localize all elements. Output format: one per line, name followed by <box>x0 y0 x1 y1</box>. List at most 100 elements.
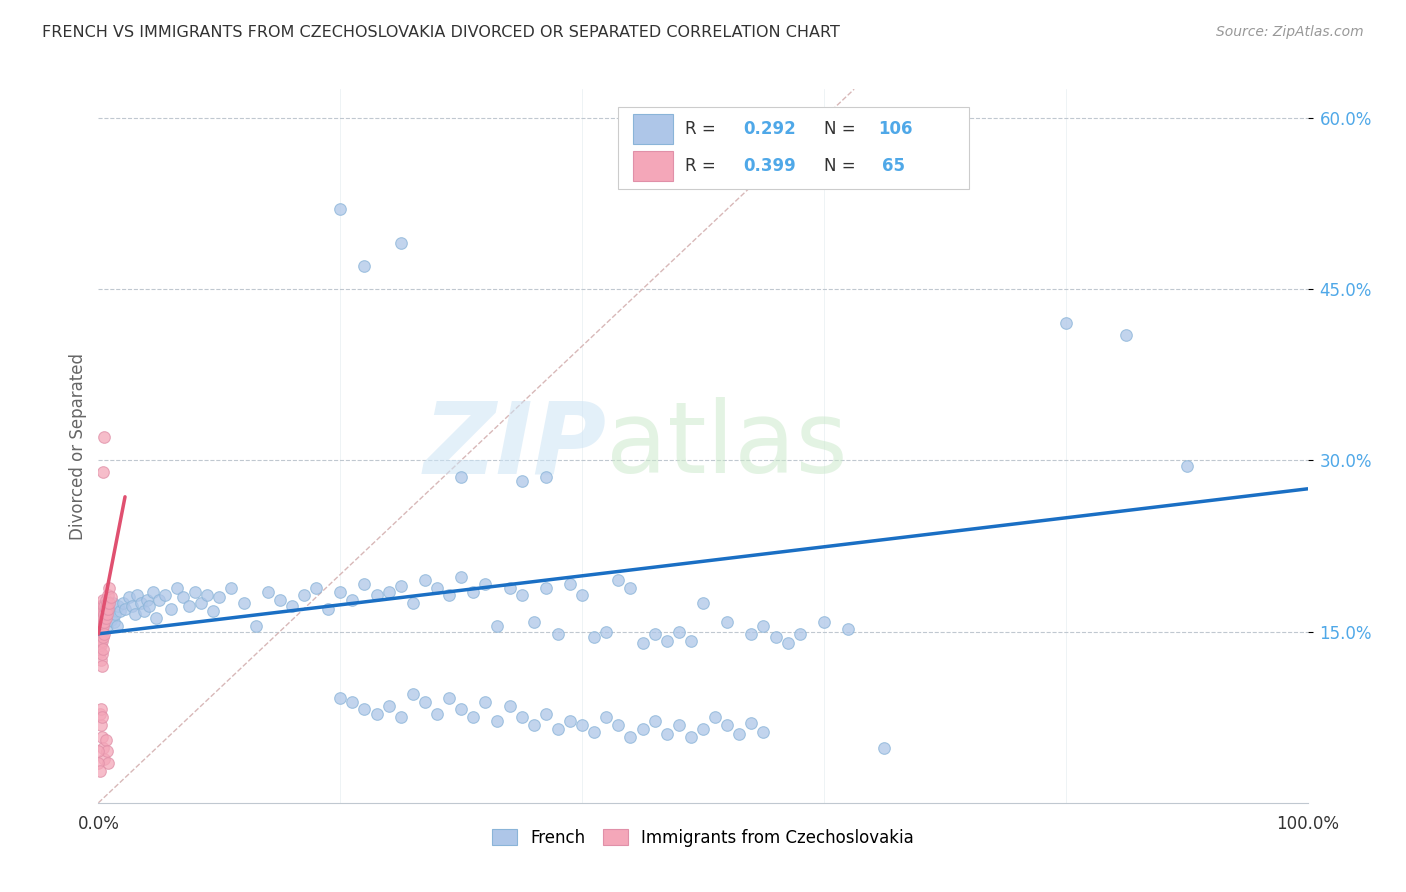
Point <box>498 581 520 595</box>
Point <box>142 584 165 599</box>
Point <box>202 604 225 618</box>
Text: 106: 106 <box>879 120 912 138</box>
Point <box>1175 458 1198 473</box>
Point <box>1115 327 1137 342</box>
Point <box>195 588 218 602</box>
Point <box>740 627 762 641</box>
Point <box>377 584 399 599</box>
Point <box>692 722 714 736</box>
Point <box>90 624 112 639</box>
Point <box>486 619 509 633</box>
Point <box>184 584 207 599</box>
Point <box>87 638 110 652</box>
Point <box>704 710 727 724</box>
Point <box>523 615 546 630</box>
Point <box>668 624 690 639</box>
Point <box>91 633 114 648</box>
Point <box>329 690 352 705</box>
Point <box>93 752 115 766</box>
Point <box>474 576 496 591</box>
Point <box>353 702 375 716</box>
Point <box>134 604 156 618</box>
Point <box>96 596 118 610</box>
Point <box>101 596 124 610</box>
Point <box>498 698 520 713</box>
Point <box>655 633 678 648</box>
Point <box>90 718 112 732</box>
Point <box>426 706 449 721</box>
Point <box>89 633 111 648</box>
Point <box>1054 316 1077 330</box>
Point <box>595 710 617 724</box>
Point <box>172 591 194 605</box>
Text: R =: R = <box>685 157 721 175</box>
Point <box>94 611 117 625</box>
Point <box>366 706 388 721</box>
Point <box>89 619 111 633</box>
Point <box>221 581 243 595</box>
Point <box>631 722 654 736</box>
Point <box>91 622 114 636</box>
Point <box>752 725 775 739</box>
Point <box>89 607 111 622</box>
Point <box>389 710 412 724</box>
Point <box>837 622 859 636</box>
Point <box>728 727 751 741</box>
Point <box>668 718 690 732</box>
Point <box>87 627 110 641</box>
Point <box>208 591 231 605</box>
Point <box>87 619 110 633</box>
Point <box>692 596 714 610</box>
Point <box>631 636 654 650</box>
Point <box>93 615 115 630</box>
Point <box>342 695 364 709</box>
Point <box>87 624 110 639</box>
Point <box>353 259 375 273</box>
Text: R =: R = <box>685 120 721 138</box>
Point <box>450 470 472 484</box>
Point <box>98 596 121 610</box>
Point <box>232 596 254 610</box>
Point <box>534 470 557 484</box>
Point <box>91 658 114 673</box>
Point <box>679 730 702 744</box>
Point <box>89 627 111 641</box>
Point <box>145 611 167 625</box>
Point <box>87 611 110 625</box>
Point <box>90 638 112 652</box>
Point <box>716 615 738 630</box>
Point <box>366 588 388 602</box>
Point <box>583 630 606 644</box>
Point <box>91 741 114 756</box>
Point <box>148 592 170 607</box>
Point <box>523 718 546 732</box>
Point <box>153 588 176 602</box>
Point <box>96 607 118 622</box>
Point <box>510 710 533 724</box>
Point <box>245 619 267 633</box>
Point <box>93 430 115 444</box>
Text: FRENCH VS IMMIGRANTS FROM CZECHOSLOVAKIA DIVORCED OR SEPARATED CORRELATION CHART: FRENCH VS IMMIGRANTS FROM CZECHOSLOVAKIA… <box>42 25 839 40</box>
Point <box>91 710 114 724</box>
Point <box>87 633 110 648</box>
Point <box>547 722 569 736</box>
Point <box>413 573 436 587</box>
Point <box>426 581 449 595</box>
Point <box>752 619 775 633</box>
Point <box>90 619 112 633</box>
Legend: French, Immigrants from Czechoslovakia: French, Immigrants from Czechoslovakia <box>484 821 922 855</box>
Point <box>89 615 111 630</box>
Point <box>619 581 641 595</box>
Point <box>124 607 146 622</box>
Point <box>89 706 111 721</box>
Point <box>583 725 606 739</box>
Point <box>114 601 136 615</box>
Point <box>292 588 315 602</box>
Point <box>94 601 117 615</box>
Point <box>97 588 120 602</box>
Point <box>89 622 111 636</box>
Text: Source: ZipAtlas.com: Source: ZipAtlas.com <box>1216 25 1364 39</box>
Point <box>121 599 143 614</box>
Point <box>87 613 110 627</box>
Point <box>97 601 120 615</box>
